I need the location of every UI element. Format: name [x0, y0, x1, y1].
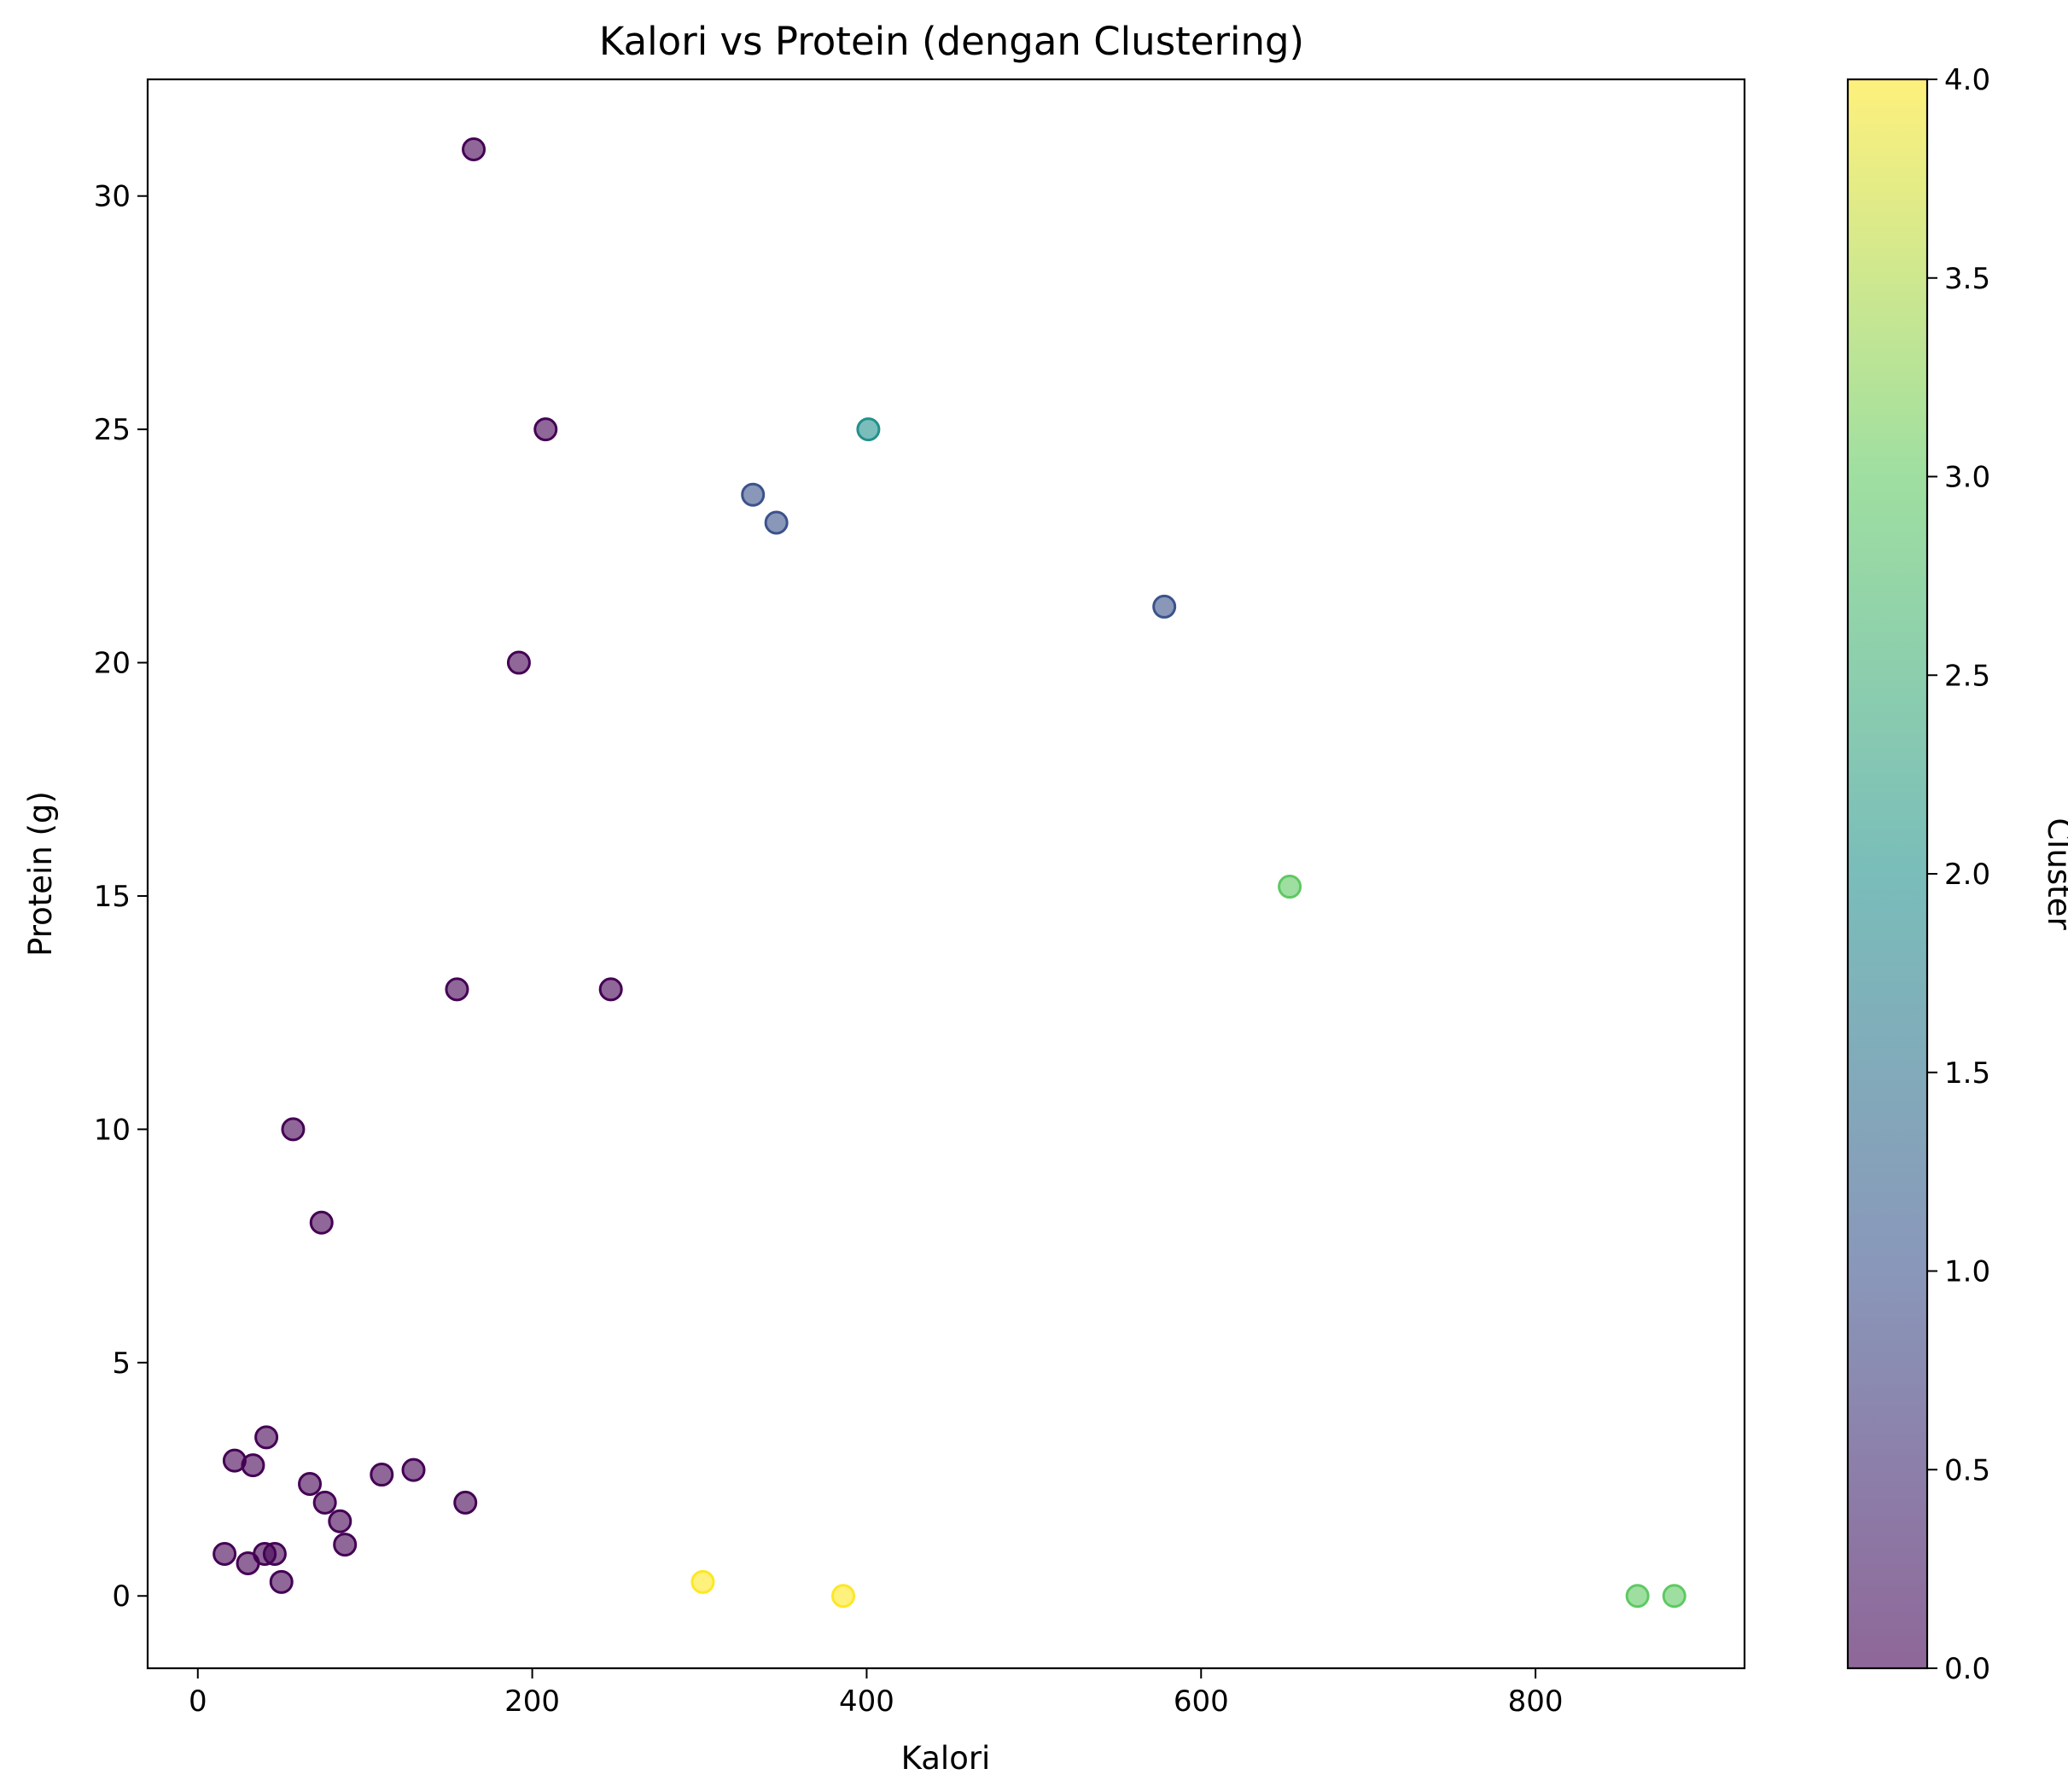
data-point: [298, 1471, 323, 1496]
y-tick-label: 5: [112, 1347, 131, 1381]
y-tick-label: 20: [94, 647, 131, 681]
plot-frame: [146, 78, 1746, 1670]
colorbar-tick-label: 0.5: [1944, 1453, 1990, 1487]
chart-title: Kalori vs Protein (dengan Clustering): [599, 19, 1304, 64]
colorbar-tick-label: 2.0: [1944, 858, 1990, 892]
data-point: [741, 482, 766, 507]
y-tick-label: 0: [112, 1580, 131, 1614]
data-point: [213, 1542, 237, 1567]
y-axis-label: Protein (g): [22, 791, 59, 957]
x-tick-label: 600: [1174, 1684, 1229, 1719]
data-point: [462, 137, 486, 162]
data-point: [281, 1117, 306, 1142]
x-tick-label: 400: [839, 1684, 894, 1719]
data-point: [690, 1569, 715, 1594]
y-tick-label: 15: [94, 880, 131, 914]
data-point: [453, 1490, 478, 1515]
data-point: [370, 1463, 394, 1487]
y-tick-label: 30: [94, 180, 131, 214]
data-point: [401, 1457, 426, 1482]
data-point: [598, 977, 623, 1002]
x-tick-label: 0: [189, 1684, 207, 1719]
data-point: [309, 1210, 334, 1235]
data-point: [1625, 1584, 1650, 1609]
colorbar-tick-label: 1.5: [1944, 1056, 1990, 1091]
data-point: [269, 1569, 294, 1594]
y-axis: 0 5 10 15 20 25 30: [94, 180, 148, 1614]
data-point: [533, 417, 558, 442]
points-layer: [213, 137, 1686, 1609]
colorbar-tick-label: 0.0: [1944, 1652, 1990, 1686]
data-point: [1662, 1584, 1686, 1609]
data-point: [254, 1425, 279, 1450]
colorbar-tick-label: 3.0: [1944, 461, 1990, 495]
x-axis: 0 200 400 600 800: [189, 1668, 1564, 1719]
colorbar: [1846, 78, 1929, 1670]
data-point: [312, 1490, 337, 1515]
x-tick-label: 200: [504, 1684, 560, 1719]
y-tick-label: 10: [94, 1113, 131, 1147]
colorbar-axis: 0.0 0.5 1.0 1.5 2.0 2.5 3.0 3.5 4.0: [1927, 63, 1990, 1686]
colorbar-tick-label: 4.0: [1944, 63, 1990, 97]
data-point: [764, 510, 789, 535]
x-axis-label: Kalori: [901, 1740, 991, 1777]
colorbar-label: Cluster: [2041, 817, 2068, 930]
data-point: [328, 1509, 352, 1533]
data-point: [241, 1453, 265, 1478]
data-point: [831, 1584, 856, 1609]
plot-area: [148, 79, 1745, 1668]
data-point: [1278, 875, 1302, 899]
x-tick-label: 800: [1508, 1684, 1564, 1719]
data-point: [856, 417, 881, 442]
data-point: [445, 977, 469, 1002]
colorbar-tick-label: 2.5: [1944, 659, 1990, 693]
colorbar-tick-label: 1.0: [1944, 1255, 1990, 1289]
data-point: [333, 1533, 358, 1557]
data-point: [236, 1551, 260, 1575]
data-point: [262, 1542, 287, 1567]
y-tick-label: 25: [94, 413, 131, 447]
data-point: [506, 650, 531, 675]
data-point: [1152, 594, 1177, 619]
colorbar-tick-label: 3.5: [1944, 262, 1990, 296]
